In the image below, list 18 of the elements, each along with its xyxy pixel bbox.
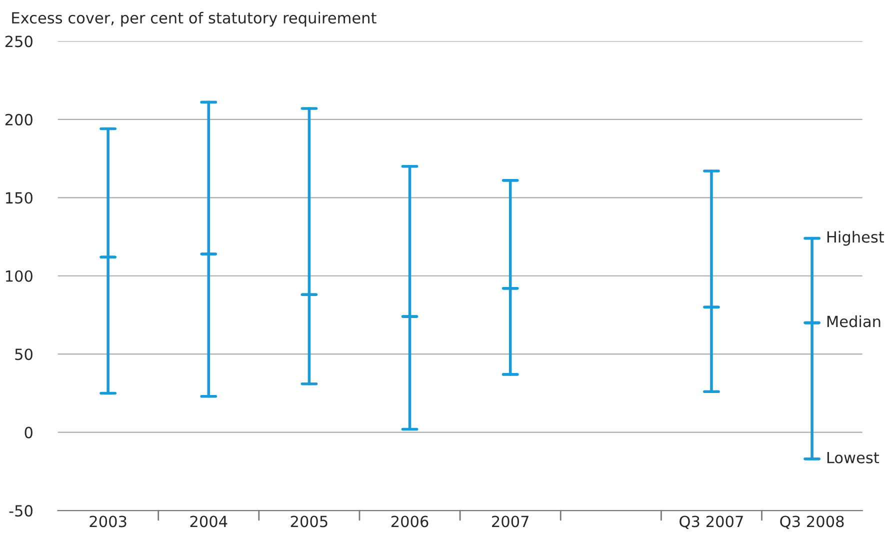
x-tick-label: 2004 [190,516,228,528]
y-tick-label: 200 [5,114,32,126]
x-tick-label: 2007 [492,516,528,528]
y-axis-title: Excess cover, per cent of statutory requirement [12,12,376,27]
annotation: Median [827,315,880,328]
annotation: Lowest [827,452,880,464]
y-tick-label: 50 [15,348,32,360]
x-tick-label: 2003 [90,516,126,528]
annotation: Highest [827,230,884,246]
x-tick-label: Q3 2007 [680,516,743,530]
x-tick-label: 2005 [290,516,328,528]
y-tick-label: 150 [6,192,32,204]
x-tick-label: Q3 2008 [780,516,844,530]
y-tick-label: 100 [6,270,32,282]
y-tick-label: -50 [9,505,32,517]
y-tick-label: 0 [24,426,32,438]
x-tick-label: 2006 [391,516,428,528]
y-tick-label: 250 [5,36,32,48]
